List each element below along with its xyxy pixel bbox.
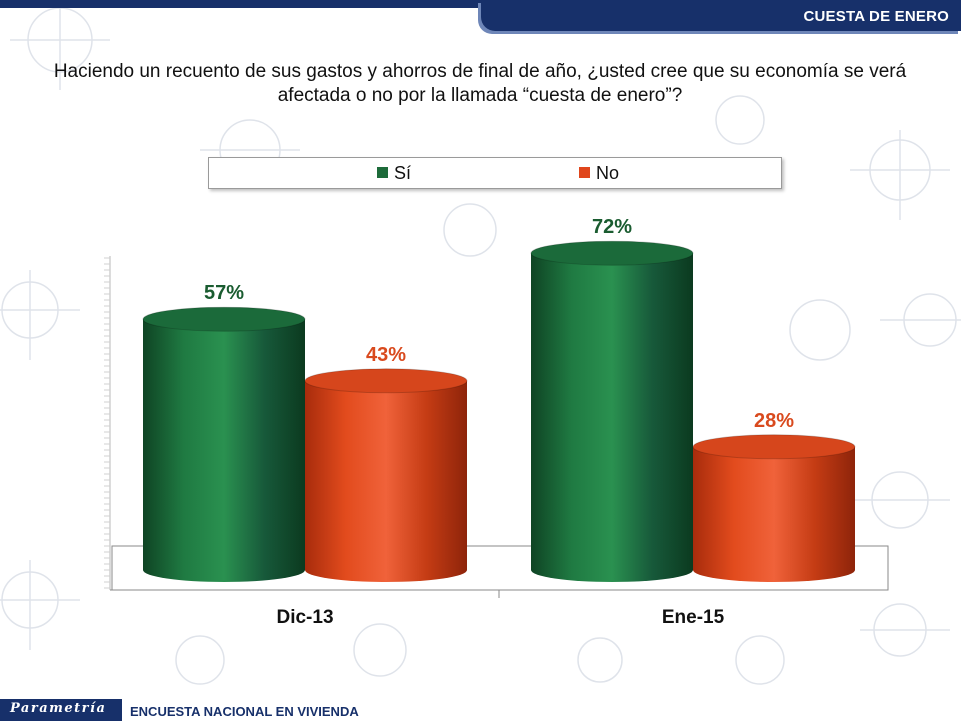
x-tick-label-ene-15: Ene-15 [662,607,725,628]
x-tick-label-dic-13: Dic-13 [276,607,333,628]
legend-item-si: Sí [377,163,411,184]
data-label-no-dic-13: 43% [366,344,406,366]
legend-label-si: Sí [394,163,412,183]
data-label-si-ene-15: 72% [592,216,632,238]
bar-no-dic-13 [304,368,468,582]
survey-name: ENCUESTA NACIONAL EN VIVIENDA [130,704,359,719]
bar-si-ene-15 [530,240,694,582]
section-title: CUESTA DE ENERO [803,8,949,25]
question-line-1: Haciendo un recuento de sus gastos y aho… [53,61,907,82]
question-text: Haciendo un recuento de sus gastos y aho… [20,60,940,108]
legend-item-no: No [579,163,619,184]
footer-bar [0,699,122,721]
legend-swatch-si [377,167,388,178]
footer-logo: Parametría [10,701,107,716]
legend-label-no: No [596,163,620,183]
bar-si-dic-13 [142,306,306,582]
top-bar [0,0,961,8]
question-line-2: afectada o no por la llamada “cuesta de … [277,85,683,106]
data-label-no-ene-15: 28% [754,410,794,432]
bar-no-ene-15 [692,434,856,582]
data-label-si-dic-13: 57% [204,282,244,304]
legend-swatch-no [579,167,590,178]
section-tab: CUESTA DE ENERO [481,0,961,31]
chart-legend: Sí No [208,157,782,189]
